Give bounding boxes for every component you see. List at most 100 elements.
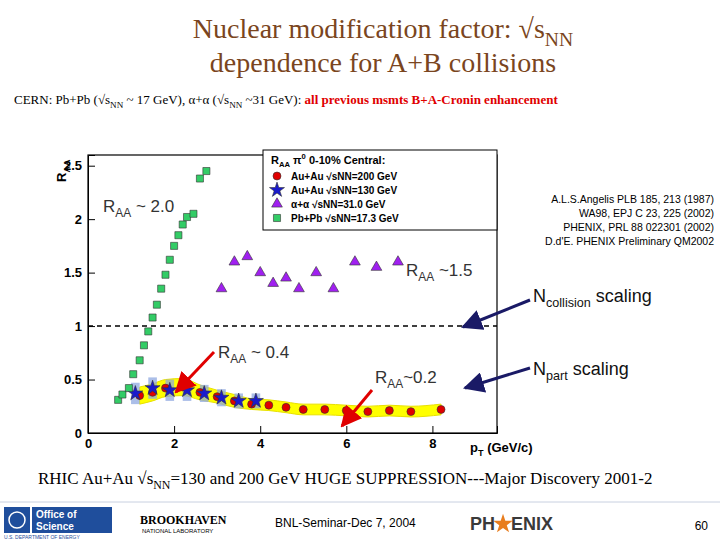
data-point xyxy=(385,407,393,415)
y-tick: 0 xyxy=(75,426,95,441)
x-axis: 02468 xyxy=(85,426,498,451)
text-run: R xyxy=(271,154,279,166)
text-run: ~ 0.4 xyxy=(246,343,289,362)
y-tick-label: 1.5 xyxy=(64,265,82,280)
logo-text: Science xyxy=(36,521,74,532)
logo-bar xyxy=(32,507,112,533)
data-point xyxy=(145,380,160,394)
data-point xyxy=(299,405,307,413)
legend-label: Au+Au √sNN=200 GeV xyxy=(291,171,397,182)
y-axis-line xyxy=(89,156,96,434)
text-run: NN xyxy=(229,100,243,110)
data-point xyxy=(119,391,126,398)
y-tick: 1 xyxy=(75,319,95,334)
x-tick: 8 xyxy=(429,426,436,451)
data-point xyxy=(162,382,177,396)
data-point xyxy=(371,261,382,270)
annotation: RAA ~ 2.0 xyxy=(103,197,174,220)
footer-rule xyxy=(0,502,720,503)
x-tick-label: 6 xyxy=(343,436,350,451)
data-point xyxy=(242,250,253,259)
data-point xyxy=(179,221,186,228)
x-tick-label: 0 xyxy=(85,436,92,451)
data-point xyxy=(140,342,147,349)
data-point xyxy=(328,282,339,291)
x-tick-mark xyxy=(432,426,433,433)
text-run: AA xyxy=(62,159,72,173)
annotation: RAA ~ 0.4 xyxy=(218,343,289,366)
y-axis-title: RAA xyxy=(54,159,72,182)
data-point xyxy=(364,408,372,416)
reference-line xyxy=(88,325,497,327)
data-point xyxy=(149,314,156,321)
text-run: CERN: Pb+Pb (√s xyxy=(14,92,110,107)
series-points xyxy=(216,250,403,291)
data-point xyxy=(145,328,152,335)
y-tick-mark xyxy=(88,326,95,327)
text-run: dependence for A+B collisions xyxy=(210,47,556,78)
data-point xyxy=(281,272,292,281)
legend-label: Au+Au √sNN=130 GeV xyxy=(291,185,397,196)
text-run: ~31 GeV): xyxy=(242,92,304,107)
data-point xyxy=(153,301,160,308)
y-axis: 00.511.522.5 xyxy=(64,156,95,441)
data-point xyxy=(393,256,404,265)
y-tick-mark xyxy=(88,273,95,274)
text-run: scaling xyxy=(568,359,629,379)
headline: RHIC Au+Au √sNN=130 and 200 GeV HUGE SUP… xyxy=(38,469,652,492)
logo-emblem xyxy=(493,514,513,533)
x-tick: 4 xyxy=(257,426,265,451)
legend: RAA π0 0-10% Central: Au+Au √sNN=200 GeV A… xyxy=(263,150,497,230)
arrow xyxy=(176,352,214,392)
legend-marker xyxy=(273,214,280,221)
x-tick: 6 xyxy=(343,426,350,451)
data-point xyxy=(203,168,210,175)
page-number: 60 xyxy=(695,519,709,533)
x-tick-mark xyxy=(174,426,175,433)
logo-text: PH xyxy=(470,514,495,534)
data-point xyxy=(321,405,329,413)
data-point xyxy=(196,175,203,182)
data-point xyxy=(268,277,279,286)
data-point xyxy=(175,232,182,239)
slide-title: Nuclear modification factor: √sNN xyxy=(193,13,573,50)
data-point xyxy=(265,401,273,409)
phenix-logo: PH ENIX xyxy=(470,514,553,534)
reference: A.L.S.Angelis PLB 185, 213 (1987) xyxy=(551,193,714,205)
text-run: AA xyxy=(387,377,403,391)
data-point xyxy=(125,385,132,392)
data-point xyxy=(437,405,445,413)
legend-title: RAA π0 0-10% Central: xyxy=(271,152,385,169)
data-point xyxy=(342,407,350,415)
annotation: Npart scaling xyxy=(533,359,629,383)
data-point xyxy=(216,282,227,291)
arrow xyxy=(463,300,530,327)
doe-logo: Office ofScienceU.S. DEPARTMENT OF ENERG… xyxy=(4,507,112,540)
data-point xyxy=(248,393,263,407)
x-tick-mark xyxy=(260,426,261,433)
text-run: ~ 2.0 xyxy=(131,197,174,216)
text-run: collision xyxy=(546,296,591,310)
legend-label: Pb+Pb √sNN=17.3 GeV xyxy=(291,213,399,224)
text-run: RHIC Au+Au √s xyxy=(38,469,153,488)
text-run: AA xyxy=(230,352,246,366)
legend-box xyxy=(263,150,497,230)
x-axis-title: pT (GeV/c) xyxy=(470,440,533,458)
x-tick-mark xyxy=(346,426,347,433)
logo-text: ENIX xyxy=(511,514,553,534)
slide-title: dependence for A+B collisions xyxy=(210,47,556,78)
annotation: RAA~0.2 xyxy=(375,368,437,391)
text-run: ~1.5 xyxy=(434,261,472,280)
annotation: Ncollision scaling xyxy=(533,286,652,310)
y-tick-mark xyxy=(88,219,95,220)
legend-marker xyxy=(269,182,284,196)
slide: Nuclear modification factor: √sNNdepende… xyxy=(0,0,720,540)
logo-text: BROOKHAVEN xyxy=(140,513,227,527)
x-axis-line xyxy=(89,426,498,434)
slide-subtitle: CERN: Pb+Pb (√sNN ~ 17 GeV), α+α (√sNN ~… xyxy=(14,92,558,110)
annotation: RAA ~1.5 xyxy=(406,261,472,284)
series-points xyxy=(128,380,264,407)
legend-marker xyxy=(272,198,283,207)
text-run: π xyxy=(290,154,302,166)
y-tick: 2 xyxy=(75,212,95,227)
